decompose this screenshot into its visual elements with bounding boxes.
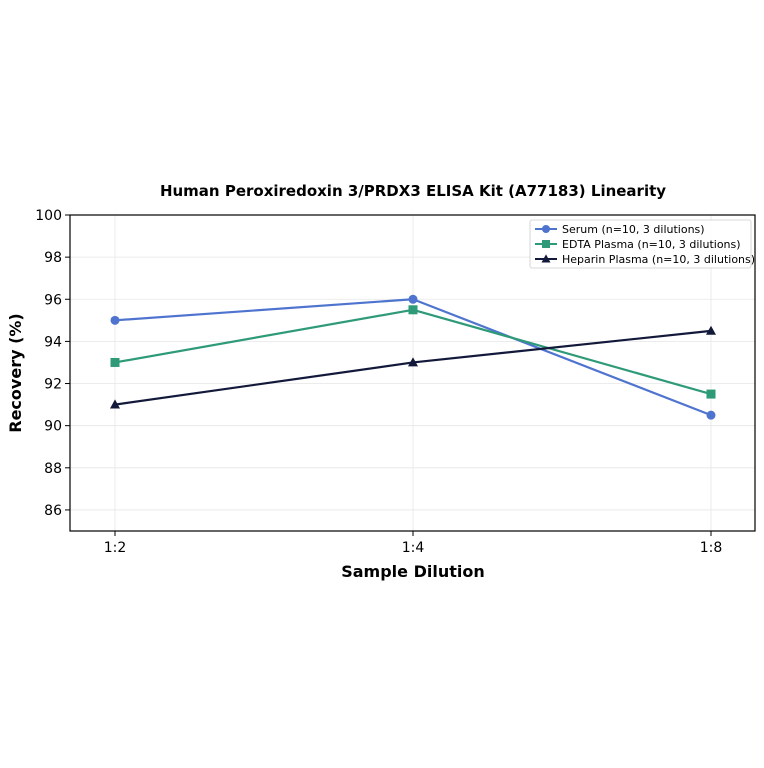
legend-marker xyxy=(541,254,551,263)
x-tick-label: 1:8 xyxy=(700,540,723,556)
legend-entry: Heparin Plasma (n=10, 3 dilutions) xyxy=(562,253,755,266)
y-tick-label: 100 xyxy=(35,208,62,224)
data-point xyxy=(110,315,120,325)
legend-entry: Serum (n=10, 3 dilutions) xyxy=(562,223,705,236)
chart-title: Human Peroxiredoxin 3/PRDX3 ELISA Kit (A… xyxy=(160,182,666,200)
y-tick-label: 92 xyxy=(44,377,62,393)
x-tick-label: 1:4 xyxy=(402,540,425,556)
legend-entry: EDTA Plasma (n=10, 3 dilutions) xyxy=(562,238,741,251)
y-tick-label: 90 xyxy=(44,419,62,435)
y-axis-label: Recovery (%) xyxy=(6,313,25,432)
y-tick-label: 86 xyxy=(44,503,62,519)
data-point xyxy=(110,399,120,409)
y-tick-label: 94 xyxy=(44,334,62,350)
legend: Serum (n=10, 3 dilutions) EDTA Plasma (n=… xyxy=(529,219,755,269)
legend-marker xyxy=(542,240,550,248)
legend-box xyxy=(529,219,752,269)
y-tick-label: 96 xyxy=(44,292,62,308)
data-point xyxy=(408,294,418,304)
data-point xyxy=(408,305,418,315)
data-point xyxy=(706,410,716,420)
data-point xyxy=(110,357,120,367)
series-0 xyxy=(110,294,716,420)
data-point xyxy=(408,357,418,367)
data-point xyxy=(706,389,716,399)
series-1 xyxy=(110,305,716,399)
data-point xyxy=(706,325,716,335)
y-tick-label: 98 xyxy=(44,250,62,266)
x-axis-label: Sample Dilution xyxy=(341,562,485,581)
x-tick-label: 1:2 xyxy=(104,540,127,556)
legend-marker xyxy=(542,225,550,233)
series-2 xyxy=(110,325,716,409)
y-tick-label: 88 xyxy=(44,461,62,477)
